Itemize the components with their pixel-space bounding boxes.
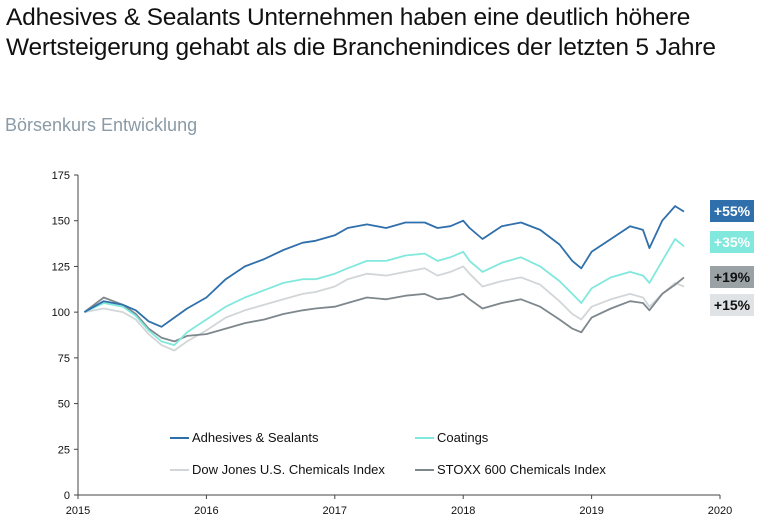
y-tick-label: 75: [58, 353, 70, 365]
x-tick-label: 2019: [579, 505, 603, 517]
x-tick-label: 2016: [194, 505, 218, 517]
legend: Adhesives & Sealants Coatings Dow Jones U.…: [170, 430, 606, 477]
series-layer: [83, 205, 685, 352]
x-tick-label: 2015: [66, 505, 90, 517]
chart-subtitle: Börsenkurs Entwicklung: [5, 115, 198, 135]
y-tick-label: 0: [64, 490, 70, 502]
end-value-badge: +15%: [710, 294, 754, 316]
x-tick-label: 2018: [451, 505, 475, 517]
end-value-badge: +55%: [710, 200, 754, 222]
end-value-badge: +19%: [710, 266, 754, 288]
x-tick-label: 2017: [323, 505, 347, 517]
series-line-adhesives: [83, 205, 685, 328]
y-tick-label: 25: [58, 444, 70, 456]
y-tick-label: 175: [52, 170, 70, 182]
x-tick-label: 2020: [708, 505, 732, 517]
y-tick-label: 125: [52, 261, 70, 273]
y-tick-label: 100: [52, 307, 70, 319]
legend-label-stoxx: STOXX 600 Chemicals Index: [437, 462, 606, 477]
headline: Adhesives & Sealants Unternehmen haben e…: [6, 4, 716, 61]
legend-label-coatings: Coatings: [437, 430, 489, 445]
legend-label-dowjones: Dow Jones U.S. Chemicals Index: [192, 462, 385, 477]
legend-label-adhesives: Adhesives & Sealants: [192, 430, 319, 445]
series-line-dowjones: [84, 265, 685, 352]
end-value-badge: +35%: [710, 231, 754, 253]
series-line-coatings: [84, 238, 685, 347]
y-tick-label: 150: [52, 216, 70, 228]
axes: 0 25 50 75 100 125 150 175 2015 2016 2017 2018 2019 2…: [52, 170, 733, 517]
y-tick-label: 50: [58, 399, 70, 411]
